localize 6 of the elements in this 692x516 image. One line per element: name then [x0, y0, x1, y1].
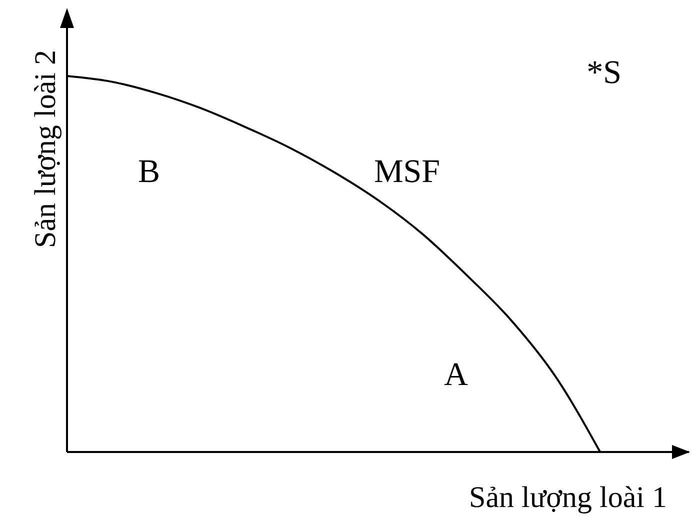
y-axis-title: Sản lượng loài 2	[29, 50, 62, 248]
x-axis-title: Sản lượng loài 1	[469, 481, 667, 514]
annotation: B	[138, 154, 160, 190]
annotation: A	[444, 357, 468, 393]
annotation: MSF	[374, 154, 440, 190]
annotation: *S	[586, 55, 622, 91]
